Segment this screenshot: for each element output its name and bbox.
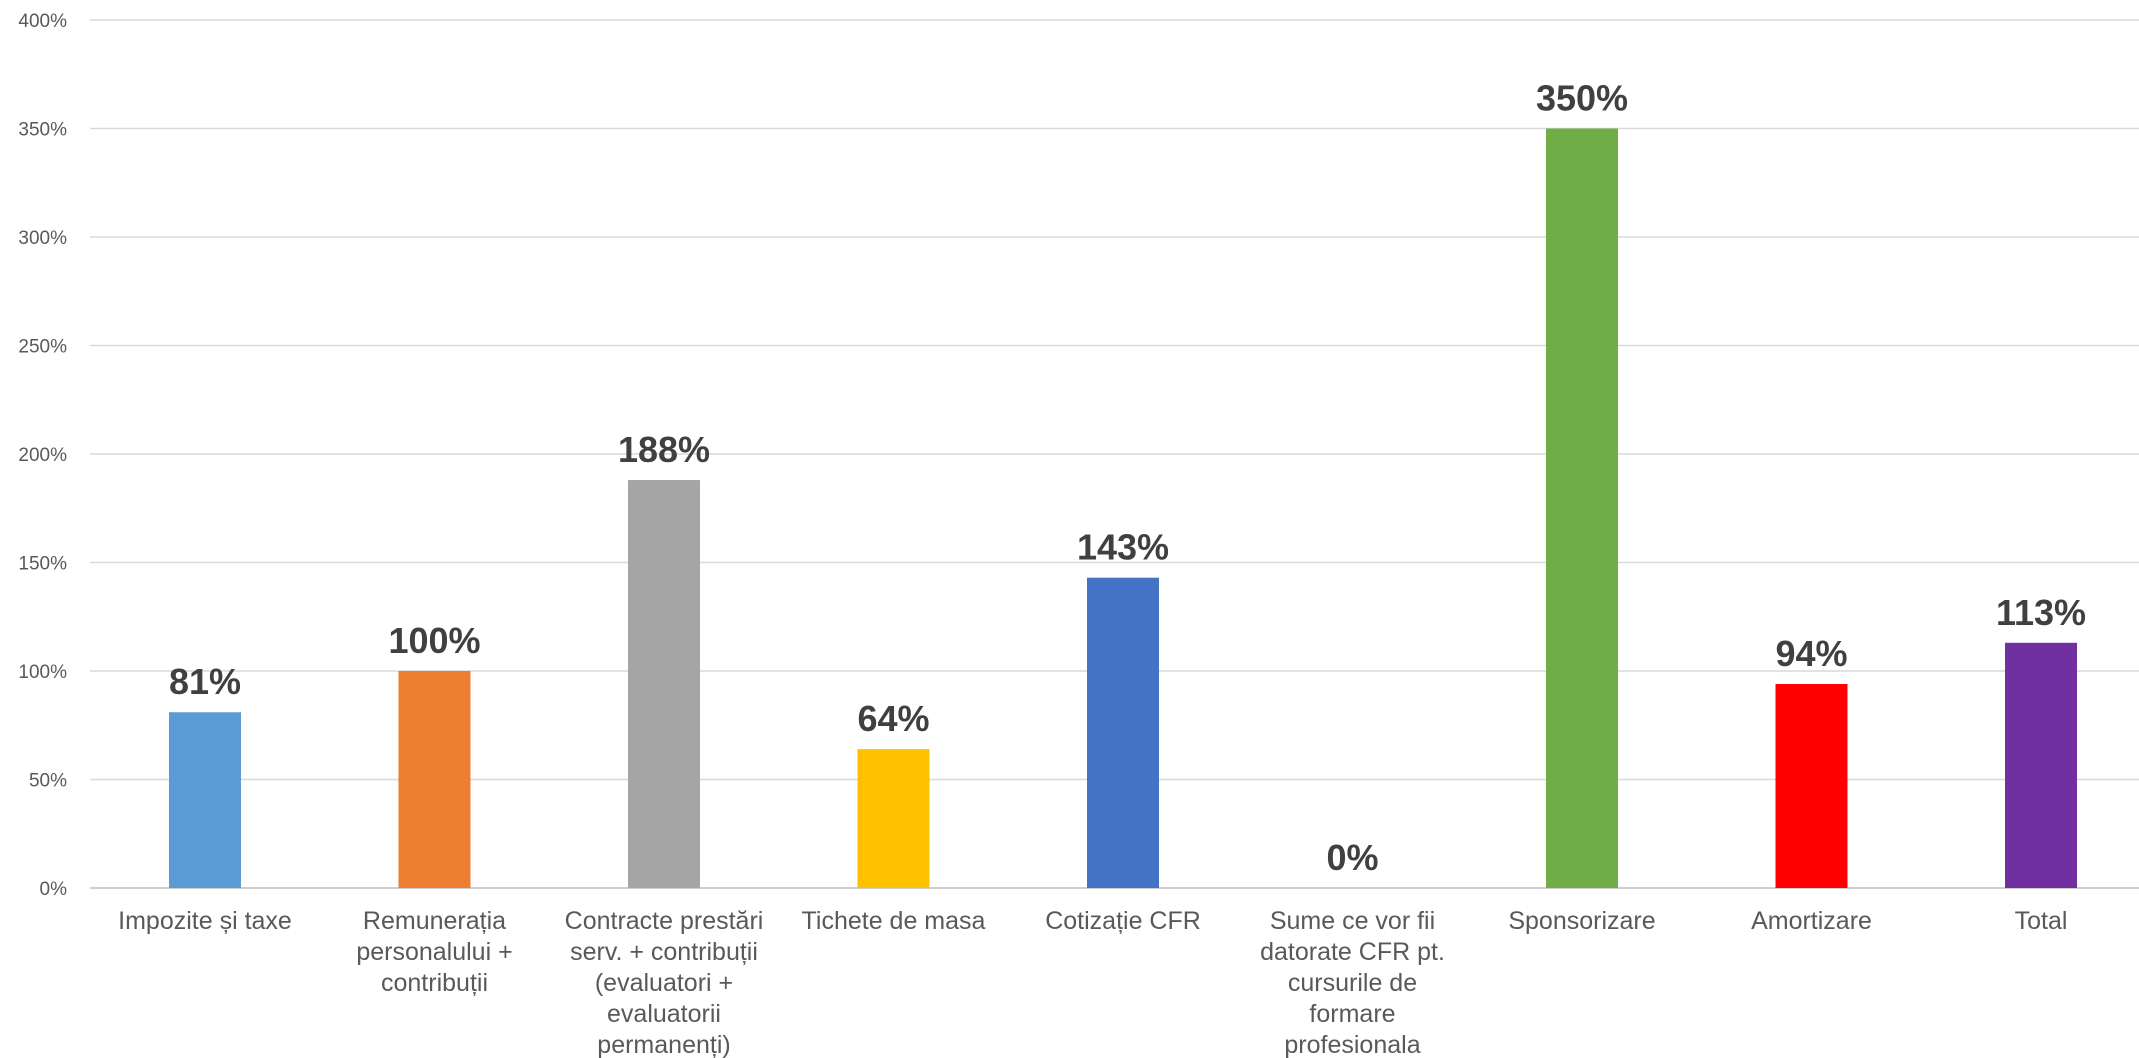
- category-label: Amortizare: [1751, 907, 1872, 935]
- data-label: 100%: [388, 620, 480, 661]
- bar: [1546, 128, 1618, 888]
- bar: [1087, 577, 1159, 888]
- category-label: Contracte prestări serv. + contribuții (ev…: [565, 907, 764, 1058]
- category-label: Sume ce vor fii datorate CFR pt. cursurile…: [1260, 907, 1445, 1058]
- y-tick-label: 50%: [29, 771, 67, 792]
- category-label: Tichete de masa: [802, 907, 986, 935]
- data-label: 350%: [1536, 78, 1628, 119]
- y-axis-ticks: 0% 50% 100% 150% 200% 250% 300% 350% 400%: [18, 11, 67, 900]
- x-axis-categories: Impozite și taxe Remunerația personalului …: [118, 907, 2067, 1058]
- y-tick-label: 350%: [18, 120, 67, 141]
- bar: [398, 671, 471, 888]
- bar: [2005, 642, 2077, 888]
- y-tick-label: 250%: [18, 337, 67, 358]
- category-label: Total: [2015, 907, 2068, 935]
- data-labels: 81% 100% 188% 64% 143% 0% 350% 94% 113%: [169, 78, 2086, 879]
- data-label: 0%: [1326, 837, 1378, 878]
- y-tick-label: 0%: [40, 879, 68, 900]
- category-label: Impozite și taxe: [118, 907, 292, 935]
- data-label: 113%: [1996, 592, 2086, 633]
- y-tick-label: 200%: [18, 445, 67, 466]
- category-label: Cotizație CFR: [1045, 907, 1201, 935]
- data-label: 81%: [169, 661, 241, 702]
- bars: [169, 128, 2077, 888]
- data-label: 188%: [618, 429, 710, 470]
- data-label: 143%: [1077, 527, 1169, 568]
- data-label: 94%: [1775, 633, 1847, 674]
- bar: [169, 712, 241, 888]
- y-tick-label: 100%: [18, 662, 67, 683]
- y-tick-label: 400%: [18, 11, 67, 32]
- y-tick-label: 300%: [18, 228, 67, 249]
- category-label: Sponsorizare: [1508, 907, 1655, 935]
- bar: [857, 749, 930, 888]
- category-label: Remunerația personalului + contribuții: [356, 907, 512, 997]
- bar: [1775, 684, 1848, 888]
- data-label: 64%: [857, 698, 929, 739]
- y-tick-label: 150%: [18, 554, 67, 575]
- bar: [628, 480, 700, 888]
